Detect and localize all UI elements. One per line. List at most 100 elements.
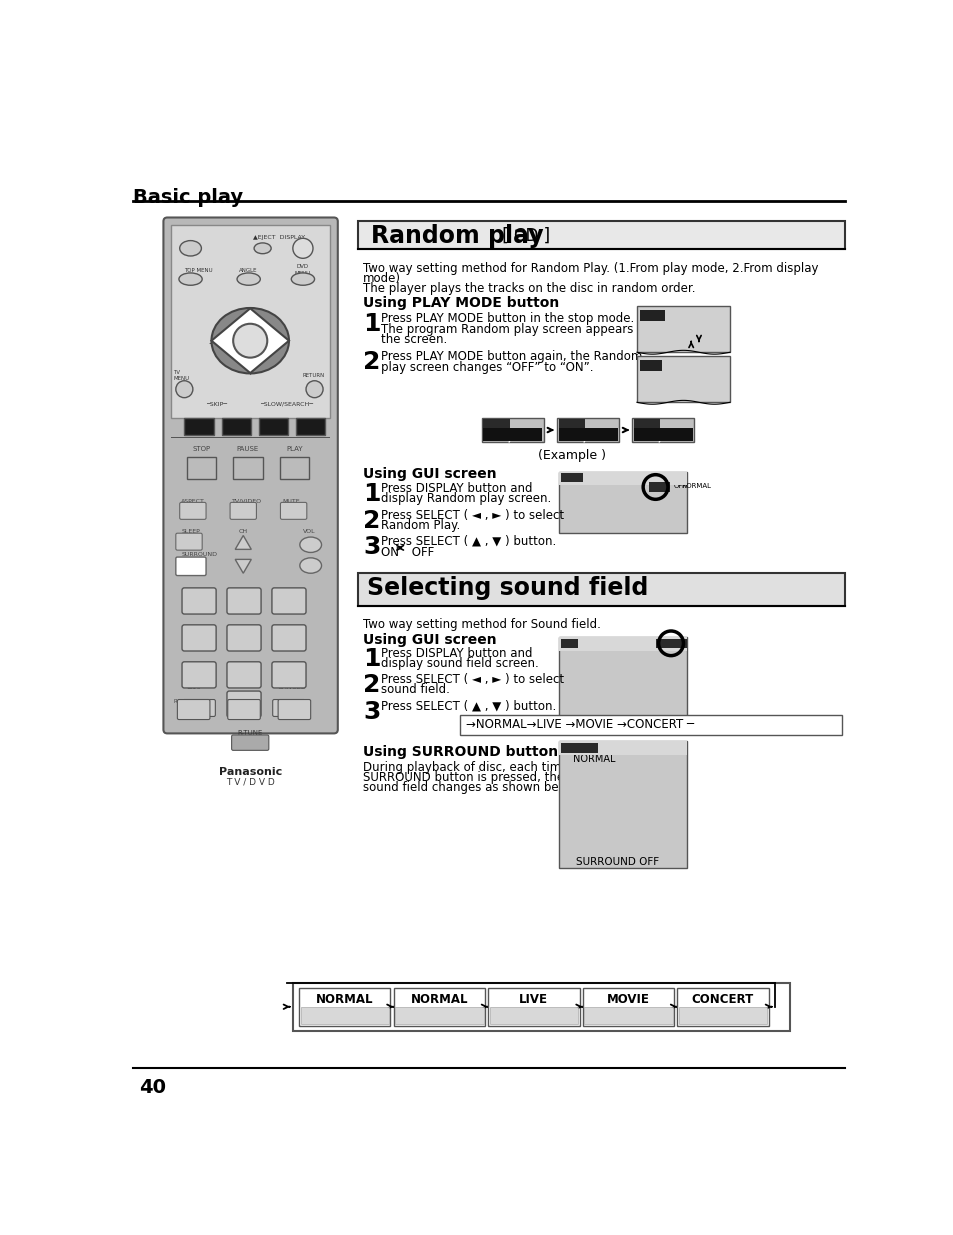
FancyBboxPatch shape xyxy=(272,625,306,651)
Text: NORMAL: NORMAL xyxy=(561,743,591,750)
Text: ▶▶: ▶▶ xyxy=(303,421,317,430)
Ellipse shape xyxy=(299,537,321,552)
FancyBboxPatch shape xyxy=(272,662,306,688)
FancyBboxPatch shape xyxy=(228,699,260,720)
Text: the screen.: the screen. xyxy=(381,333,447,346)
Text: Selecting sound field: Selecting sound field xyxy=(367,577,648,600)
Text: SLEEP: SLEEP xyxy=(181,530,200,535)
Text: Basic play: Basic play xyxy=(133,188,243,207)
FancyBboxPatch shape xyxy=(182,625,216,651)
Text: ON: ON xyxy=(381,546,402,558)
Bar xyxy=(357,221,843,249)
Bar xyxy=(489,1007,578,1024)
Bar xyxy=(557,417,618,442)
Bar xyxy=(395,1007,483,1024)
Text: ♥: ♥ xyxy=(622,640,629,646)
Text: The program Random play screen appears on: The program Random play screen appears o… xyxy=(381,324,651,336)
Text: Press SELECT ( ▲ , ▼ ) button.: Press SELECT ( ▲ , ▼ ) button. xyxy=(381,699,556,713)
Text: 1/2: 1/2 xyxy=(561,640,573,646)
Bar xyxy=(633,429,692,441)
Text: Using GUI screen: Using GUI screen xyxy=(363,467,497,480)
Bar xyxy=(483,419,509,429)
Text: 3: 3 xyxy=(285,592,293,601)
Text: MENU: MENU xyxy=(173,377,190,382)
Text: MENU: MENU xyxy=(294,270,311,275)
Text: CH: CH xyxy=(238,530,248,535)
FancyBboxPatch shape xyxy=(273,699,305,716)
Text: NORMAL: NORMAL xyxy=(315,993,374,1005)
Text: Two way setting method for Random Play. (1.From play mode, 2.From display: Two way setting method for Random Play. … xyxy=(363,262,818,275)
Bar xyxy=(583,1007,672,1024)
Text: Press DISPLAY button and: Press DISPLAY button and xyxy=(381,647,532,661)
Bar xyxy=(560,742,598,753)
Bar xyxy=(481,417,543,442)
FancyBboxPatch shape xyxy=(183,699,215,716)
Text: PAUSE: PAUSE xyxy=(236,446,259,452)
Text: ▲EJECT  DISPLAY: ▲EJECT DISPLAY xyxy=(253,235,304,241)
FancyBboxPatch shape xyxy=(227,662,261,688)
FancyBboxPatch shape xyxy=(179,503,206,520)
Text: ─SKIP─: ─SKIP─ xyxy=(206,401,227,406)
Text: MUTE: MUTE xyxy=(282,499,299,504)
Text: VOL: VOL xyxy=(303,530,315,535)
FancyBboxPatch shape xyxy=(175,557,206,576)
Bar xyxy=(184,417,213,435)
FancyBboxPatch shape xyxy=(227,625,261,651)
Text: PLAY MODE: PLAY MODE xyxy=(277,699,309,704)
Text: [ CD ]: [ CD ] xyxy=(497,227,550,245)
Text: CONCERT: CONCERT xyxy=(691,993,753,1005)
FancyBboxPatch shape xyxy=(232,735,269,751)
Text: PLAY: PLAY xyxy=(286,446,302,452)
Bar xyxy=(639,359,661,370)
Text: Press SELECT ( ◄ , ► ) to select: Press SELECT ( ◄ , ► ) to select xyxy=(381,509,564,521)
Text: CONCERT SOUND: CONCERT SOUND xyxy=(679,1013,765,1023)
Text: Press PLAY MODE button again, the Random: Press PLAY MODE button again, the Random xyxy=(381,350,642,363)
Bar xyxy=(298,988,390,1026)
FancyBboxPatch shape xyxy=(182,588,216,614)
Text: ENTER: ENTER xyxy=(235,336,264,345)
Bar xyxy=(677,988,768,1026)
Text: OFF: OFF xyxy=(641,311,658,320)
FancyBboxPatch shape xyxy=(175,534,202,550)
Text: 40: 40 xyxy=(138,1078,166,1098)
Text: display sound field screen.: display sound field screen. xyxy=(381,657,538,671)
Bar xyxy=(300,1007,389,1024)
Text: SURROUND ON: SURROUND ON xyxy=(401,1013,476,1023)
Ellipse shape xyxy=(179,273,202,285)
Bar xyxy=(483,429,542,441)
Text: OFF: OFF xyxy=(673,483,686,489)
Text: II: II xyxy=(244,461,252,473)
FancyBboxPatch shape xyxy=(163,217,337,734)
Text: →NORMAL→LIVE →MOVIE →CONCERT ─: →NORMAL→LIVE →MOVIE →CONCERT ─ xyxy=(466,718,694,731)
Polygon shape xyxy=(212,309,289,373)
Text: (Example ): (Example ) xyxy=(537,448,605,462)
Text: 14/14: 14/14 xyxy=(639,430,683,443)
Text: RETURN: RETURN xyxy=(303,373,325,378)
Text: ON: ON xyxy=(641,361,654,369)
Bar xyxy=(648,483,670,492)
Text: TV/VIDEO: TV/VIDEO xyxy=(232,499,261,504)
Circle shape xyxy=(175,380,193,398)
Bar xyxy=(637,356,729,403)
Text: OFF: OFF xyxy=(644,640,657,645)
Bar xyxy=(459,715,841,735)
Text: A-B REPEAT: A-B REPEAT xyxy=(228,699,258,704)
Text: NORMAL: NORMAL xyxy=(680,483,710,489)
Bar xyxy=(233,457,262,478)
Bar xyxy=(357,573,843,605)
Text: 9: 9 xyxy=(285,666,293,676)
Bar xyxy=(633,419,659,429)
Text: display Random play screen.: display Random play screen. xyxy=(381,493,551,505)
Text: ASPECT: ASPECT xyxy=(181,499,205,504)
Text: ◄: ◄ xyxy=(209,337,216,347)
Bar xyxy=(558,419,584,429)
Text: play screen changes “OFF” to “ON”.: play screen changes “OFF” to “ON”. xyxy=(381,361,593,374)
Bar xyxy=(679,1007,766,1024)
Bar xyxy=(171,225,330,417)
Text: 1: 1 xyxy=(363,647,380,671)
FancyBboxPatch shape xyxy=(280,503,307,520)
Text: Random play: Random play xyxy=(371,225,543,248)
Text: ▶▶|: ▶▶| xyxy=(228,421,244,430)
Bar xyxy=(279,457,309,478)
FancyBboxPatch shape xyxy=(182,662,216,688)
